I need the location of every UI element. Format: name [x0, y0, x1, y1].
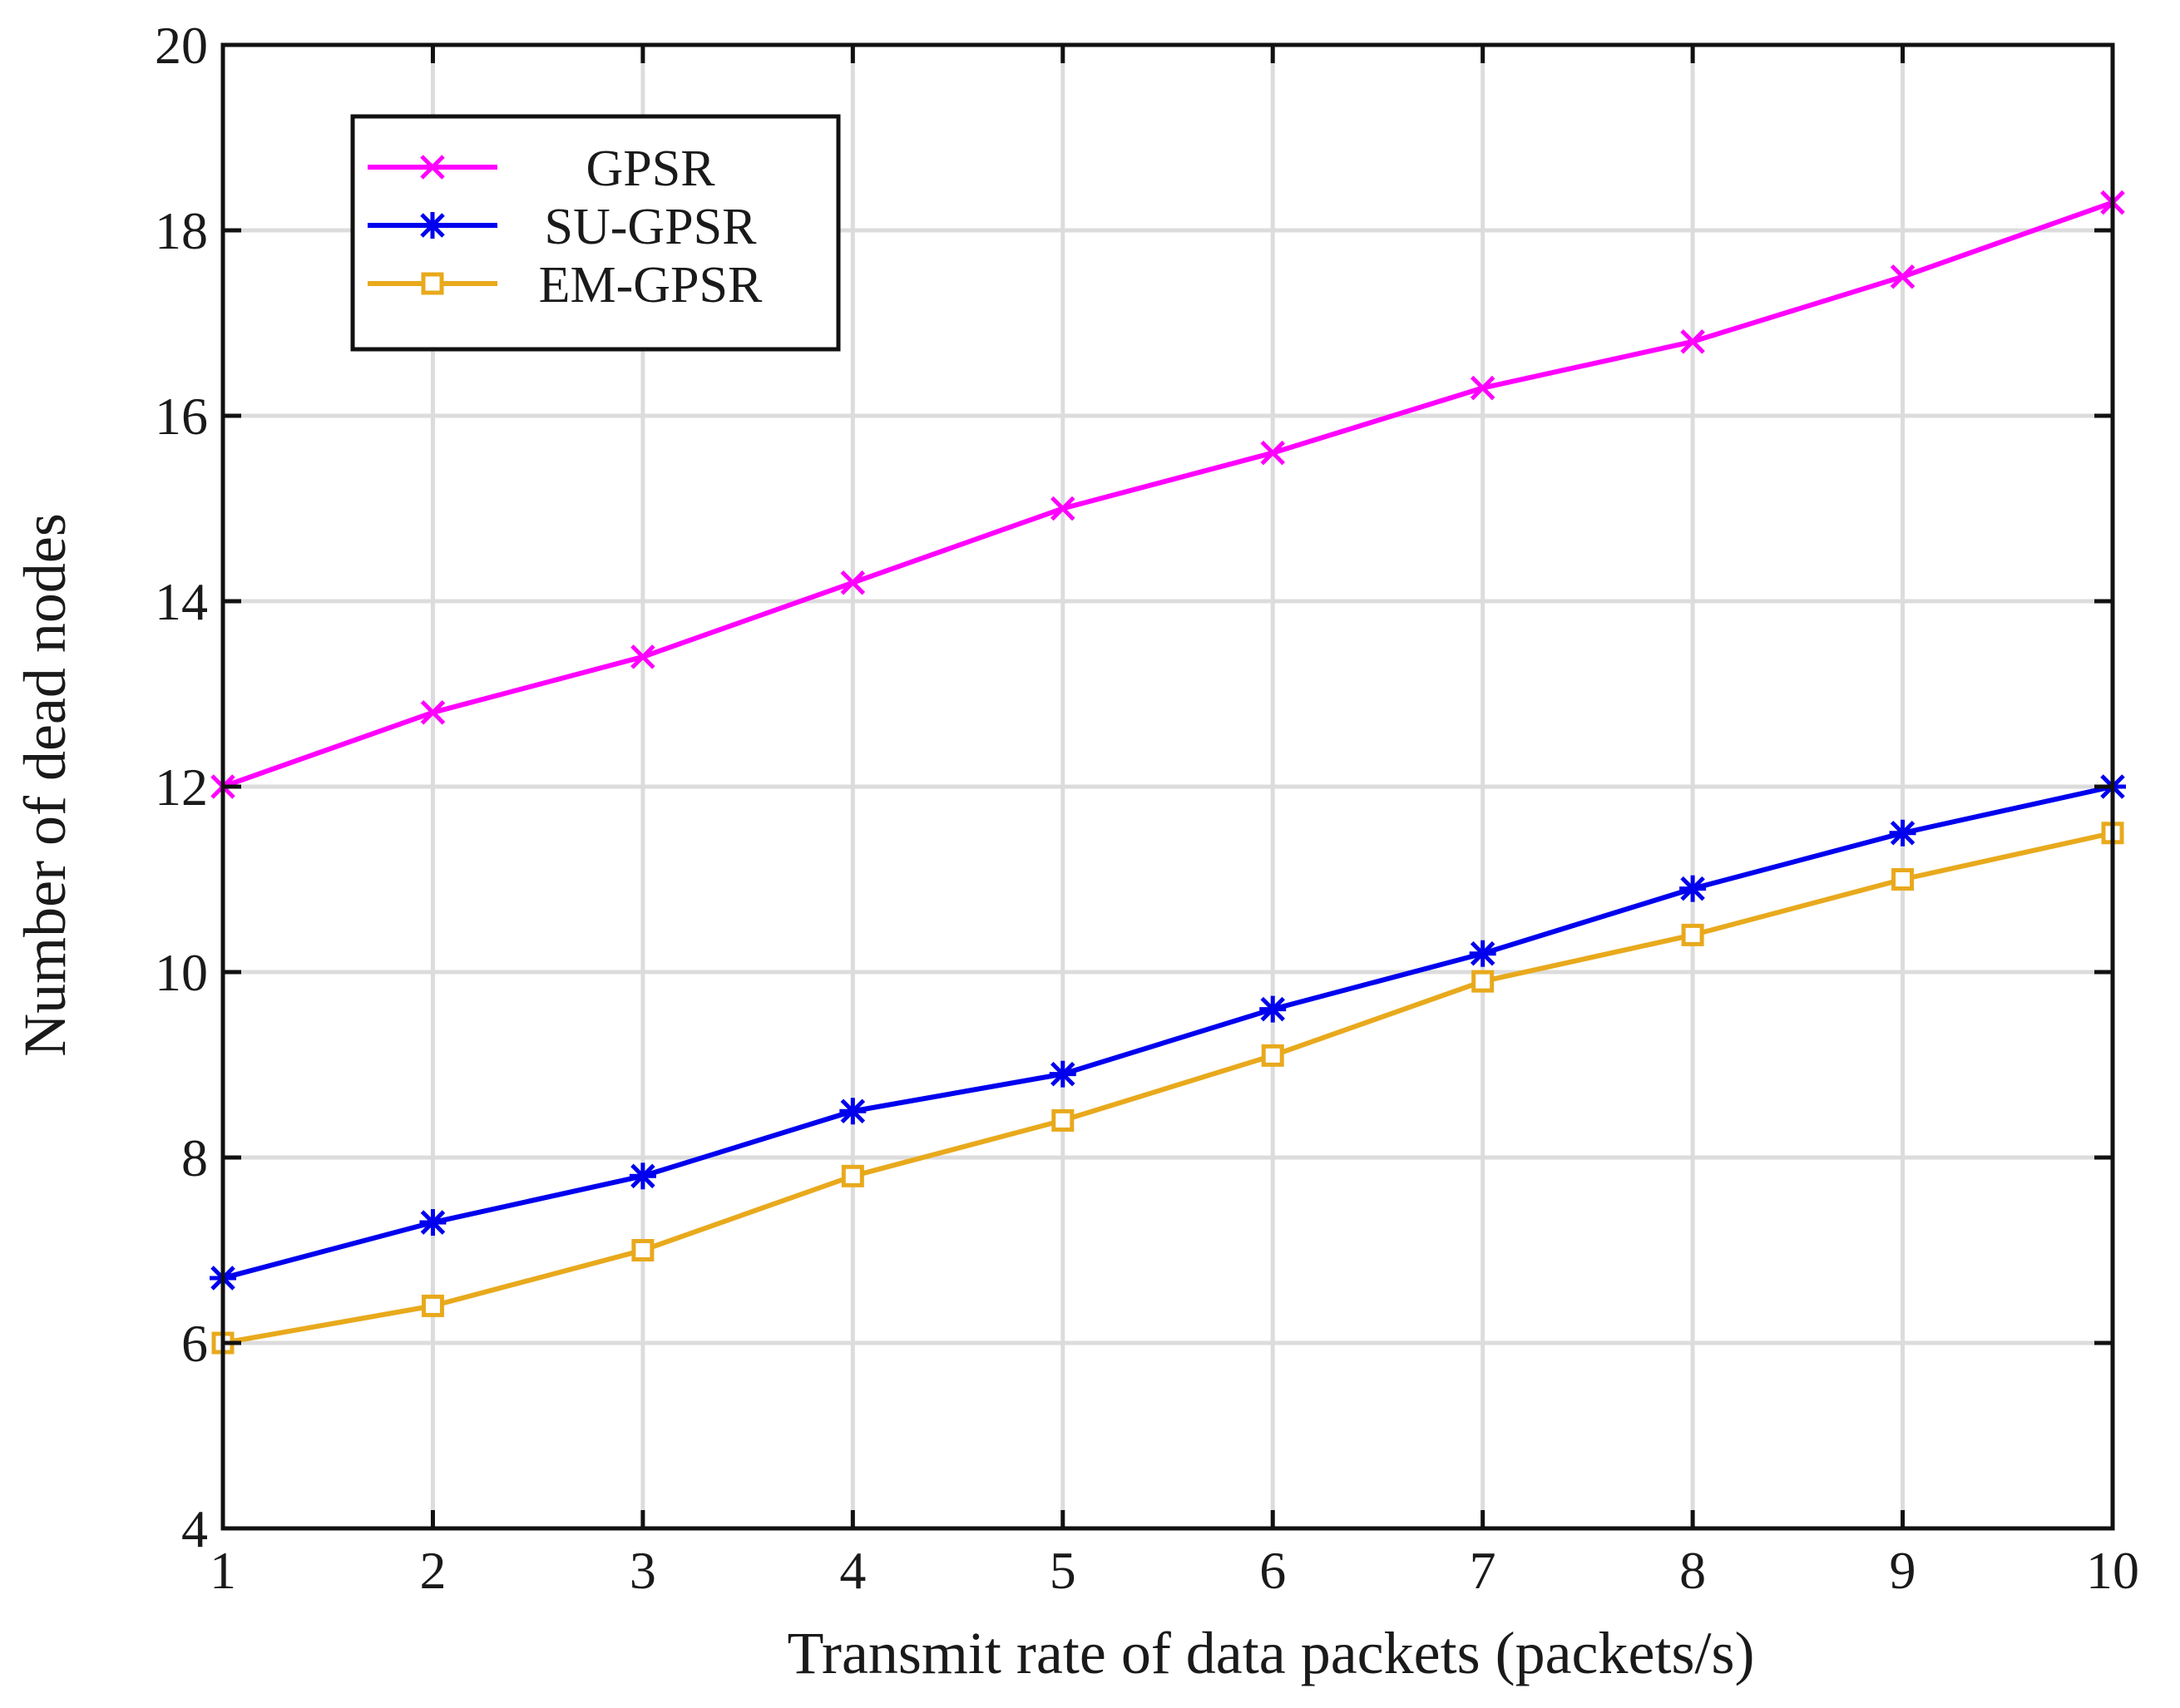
legend-label: GPSR [586, 141, 715, 197]
square-marker [1261, 1044, 1284, 1067]
x-marker-stroke [1470, 375, 1495, 401]
asterisk-marker [629, 1163, 656, 1190]
asterisk-marker [419, 212, 446, 239]
x-marker [1890, 264, 1916, 289]
square-marker [1681, 923, 1704, 946]
square-marker [1891, 868, 1915, 891]
y-tick-label: 20 [155, 16, 208, 75]
x-tick-label: 3 [630, 1541, 656, 1600]
x-tick-label: 4 [839, 1541, 866, 1600]
asterisk-marker [419, 1209, 447, 1237]
asterisk-marker [1049, 1060, 1076, 1088]
x-tick-label: 10 [2086, 1541, 2139, 1600]
legend-entry: EM-GPSR [368, 257, 763, 313]
legend-entry: SU-GPSR [368, 199, 757, 255]
legend-box [350, 114, 841, 352]
y-tick-label: 6 [181, 1314, 208, 1373]
series-layer [210, 190, 2126, 1355]
x-marker-stroke [630, 644, 655, 669]
square-marker [1051, 1108, 1075, 1132]
legend-label: EM-GPSR [539, 257, 763, 313]
asterisk-marker [1469, 940, 1496, 967]
x-marker [420, 155, 445, 180]
x-marker [420, 700, 446, 725]
x-marker-stroke [1260, 440, 1285, 466]
x-tick-label: 5 [1050, 1541, 1076, 1600]
y-tick-label: 18 [155, 201, 208, 260]
asterisk-marker [839, 1098, 867, 1125]
x-marker [1470, 375, 1495, 401]
series-line [222, 200, 2113, 789]
series-line [222, 784, 2113, 1281]
x-tick-label: 9 [1890, 1541, 1916, 1600]
x-marker-stroke [1680, 329, 1705, 354]
y-tick-label: 16 [155, 387, 208, 446]
x-marker-stroke [420, 155, 445, 180]
square-marker [421, 272, 444, 295]
asterisk-marker [1679, 875, 1707, 902]
series-line [222, 830, 2113, 1345]
x-marker [630, 644, 655, 669]
x-axis-label: Transmit rate of data packets (packets/s… [788, 1620, 1755, 1686]
axis-ticks [220, 42, 2115, 1531]
x-marker [1050, 496, 1075, 521]
square-marker [421, 1294, 444, 1317]
asterisk-marker [1889, 819, 1916, 847]
series-gpsr [210, 190, 2125, 799]
x-marker-stroke [1050, 496, 1075, 521]
asterisk-marker [1259, 995, 1287, 1023]
series-su-gpsr [210, 773, 2126, 1291]
y-axis-label: Number of dead nodes [12, 513, 78, 1057]
series-em-gpsr [211, 822, 2124, 1355]
x-marker-stroke [1890, 264, 1916, 289]
y-tick-label: 10 [155, 943, 208, 1002]
legend-label: SU-GPSR [545, 199, 758, 255]
square-marker [1471, 970, 1495, 993]
x-tick-label: 7 [1470, 1541, 1496, 1600]
y-tick-label: 14 [155, 572, 208, 631]
x-tick-label: 1 [210, 1541, 236, 1600]
square-marker [631, 1239, 655, 1261]
x-marker [1260, 440, 1285, 466]
x-marker-stroke [420, 700, 446, 725]
x-marker-stroke [840, 570, 866, 595]
x-tick-label: 2 [419, 1541, 446, 1600]
square-marker [841, 1164, 864, 1187]
x-marker [840, 570, 866, 595]
x-tick-label: 6 [1259, 1541, 1286, 1600]
x-tick-label: 8 [1679, 1541, 1706, 1600]
y-tick-label: 8 [181, 1128, 208, 1187]
y-tick-label: 4 [181, 1499, 208, 1558]
x-marker [1680, 329, 1705, 354]
y-tick-label: 12 [155, 758, 208, 817]
legend-entry: GPSR [368, 141, 715, 197]
